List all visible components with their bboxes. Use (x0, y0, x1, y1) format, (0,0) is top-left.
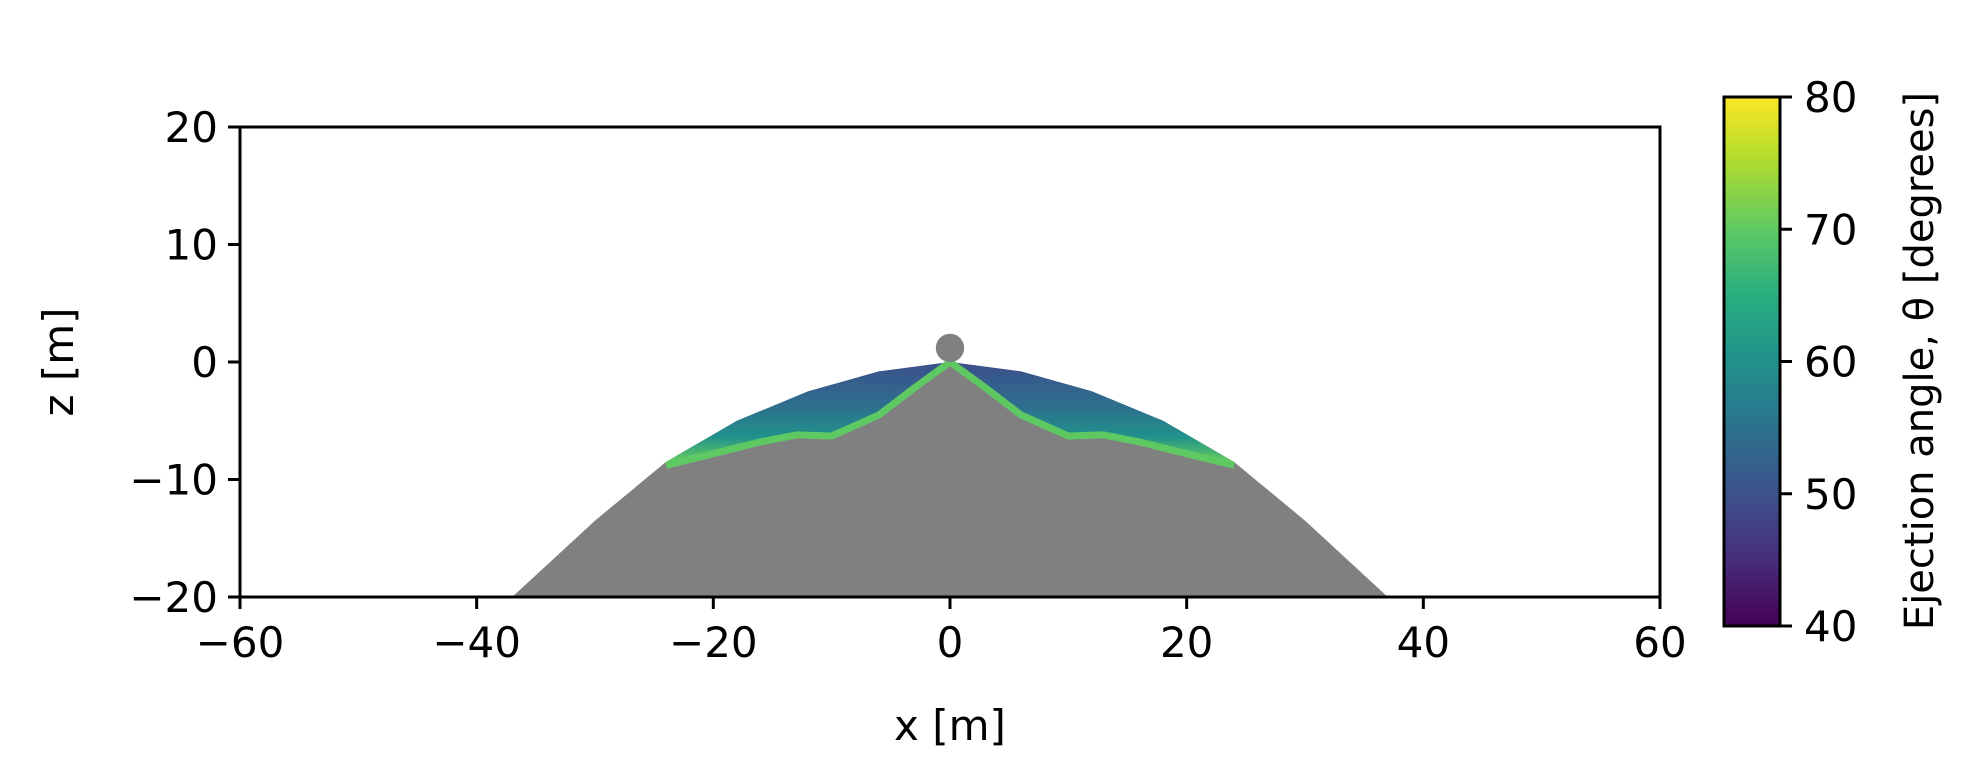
x-axis: −60 −40 −20 0 20 40 60 (196, 597, 1687, 667)
x-tick-label: 60 (1633, 618, 1686, 667)
x-tick-label: −60 (196, 618, 285, 667)
x-tick-label: 20 (1160, 618, 1213, 667)
ejecta-curtain (666, 362, 1234, 466)
y-tick-label: −20 (129, 573, 218, 622)
colorbar-tick-label: 80 (1804, 73, 1857, 122)
colorbar-tick-label: 50 (1804, 470, 1857, 519)
colorbar-tick-label: 40 (1804, 602, 1857, 651)
colorbar (1722, 95, 1782, 628)
colorbar-ticks: 40 50 60 70 80 (1780, 73, 1857, 651)
x-tick-label: −20 (669, 618, 758, 667)
y-tick-label: 10 (165, 221, 218, 270)
crater-body (512, 362, 1388, 597)
impactor (935, 333, 965, 363)
plot-area (512, 333, 1388, 597)
y-tick-label: 20 (165, 103, 218, 152)
y-axis-title: z [m] (34, 307, 83, 416)
x-tick-label: −40 (432, 618, 521, 667)
x-tick-label: 0 (937, 618, 964, 667)
y-axis: −20 −10 0 10 20 (129, 103, 240, 622)
x-tick-label: 40 (1397, 618, 1450, 667)
colorbar-title: Ejection angle, θ [degrees] (1897, 92, 1943, 630)
colorbar-tick-label: 60 (1804, 338, 1857, 387)
x-axis-title: x [m] (894, 701, 1006, 750)
colorbar-tick-label: 70 (1804, 205, 1857, 254)
y-tick-label: 0 (191, 338, 218, 387)
y-tick-label: −10 (129, 456, 218, 505)
